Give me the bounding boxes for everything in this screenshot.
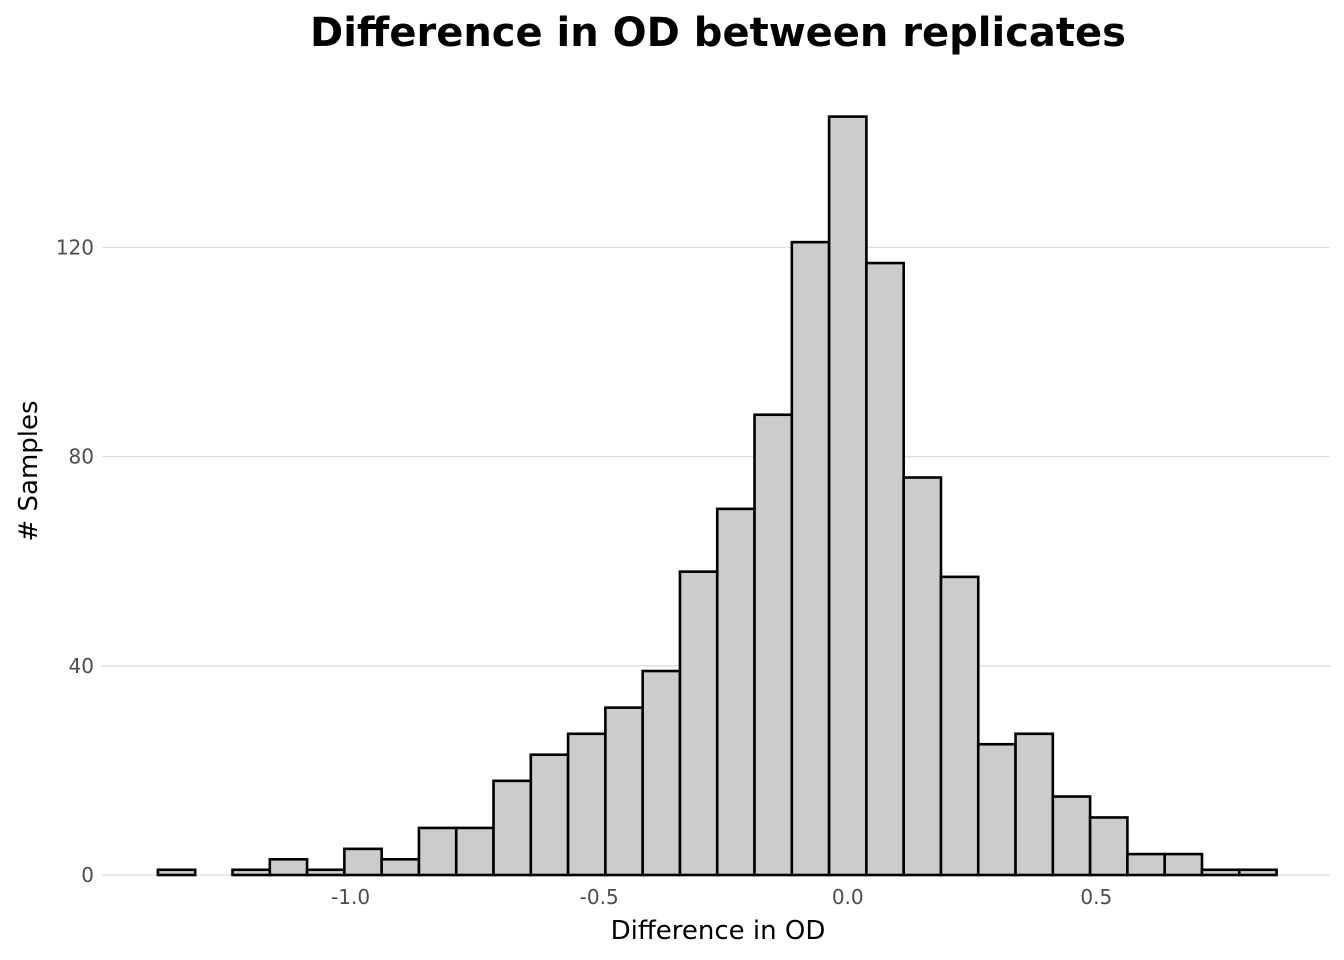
histogram-bar — [1237, 868, 1278, 877]
y-tick-label: 40 — [69, 654, 94, 678]
histogram-bar — [604, 706, 644, 877]
histogram-bar — [305, 868, 346, 877]
histogram-bar — [865, 261, 905, 877]
histogram-bar — [902, 476, 943, 877]
histogram-bar — [1163, 852, 1204, 877]
histogram-bar — [1126, 852, 1166, 877]
histogram-bar — [231, 868, 272, 877]
histogram-bar — [790, 240, 831, 877]
chart-title: Difference in OD between replicates — [310, 10, 1126, 56]
histogram-bar — [939, 575, 980, 877]
histogram-bar — [715, 507, 756, 877]
histogram-bar — [492, 779, 533, 877]
histogram-bar — [678, 570, 719, 877]
x-axis-title: Difference in OD — [611, 916, 826, 946]
histogram-bar — [268, 858, 309, 877]
histogram-bar — [1014, 732, 1055, 877]
x-axis-ticks: -1.0 -0.5 0.0 0.5 — [331, 885, 1112, 909]
y-tick-label: 80 — [69, 445, 94, 469]
histogram-bar — [1200, 868, 1241, 877]
x-tick-label: 0.0 — [832, 885, 864, 909]
y-tick-label: 0 — [81, 863, 94, 887]
histogram-bar — [380, 858, 421, 877]
histogram-bar — [1051, 795, 1092, 877]
histogram-bar — [976, 742, 1017, 877]
histogram-bar — [343, 847, 383, 877]
x-tick-label: 0.5 — [1080, 885, 1112, 909]
histogram-bar — [454, 826, 495, 877]
x-tick-label: -0.5 — [580, 885, 619, 909]
y-axis-ticks: 0 40 80 120 — [56, 235, 94, 887]
histogram-bar — [417, 826, 458, 877]
histogram-bar — [529, 753, 570, 877]
histogram-bar — [566, 732, 607, 877]
histogram-bars — [156, 115, 1278, 877]
histogram-bar — [641, 669, 682, 877]
histogram-bar — [827, 115, 868, 877]
y-tick-label: 120 — [56, 235, 94, 259]
y-axis-title: # Samples — [14, 400, 44, 541]
x-tick-label: -1.0 — [331, 885, 370, 909]
histogram-bar — [1088, 816, 1129, 877]
histogram-bar — [156, 868, 197, 877]
histogram-bar — [753, 413, 794, 877]
